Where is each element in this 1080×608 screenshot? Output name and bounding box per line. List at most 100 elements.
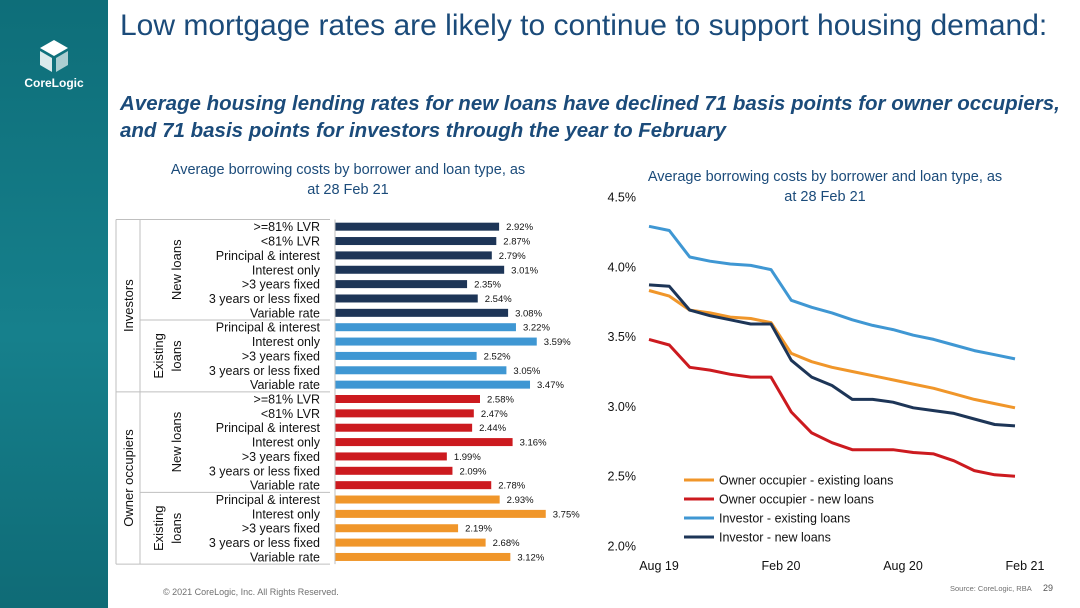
bar-data-label: 3.59% xyxy=(544,337,571,348)
bar xyxy=(335,294,478,303)
y-tick-label: 4.0% xyxy=(608,260,637,274)
bar-data-label: 2.09% xyxy=(459,466,486,477)
bar-data-label: 2.47% xyxy=(481,409,508,420)
bar-category-label: Principal & interest xyxy=(216,249,321,263)
bar-data-label: 3.05% xyxy=(513,366,540,377)
bar xyxy=(335,237,497,246)
bar-category-label: Variable rate xyxy=(250,479,320,493)
y-tick-label: 4.5% xyxy=(608,191,637,205)
copyright-footer: © 2021 CoreLogic, Inc. All Rights Reserv… xyxy=(163,587,339,597)
corelogic-logo: CoreLogic xyxy=(0,38,108,90)
y-tick-label: 3.0% xyxy=(608,400,637,414)
bar-data-label: 2.79% xyxy=(499,251,526,262)
bar-category-label: >=81% LVR xyxy=(254,220,320,234)
bar-category-label: >=81% LVR xyxy=(254,393,320,407)
bar-chart: >=81% LVR 2.92% <81% LVR 2.87% Principal & i… xyxy=(115,219,580,565)
series-line xyxy=(648,224,1016,361)
bar-data-label: 2.78% xyxy=(498,481,525,492)
bar-category-label: Principal & interest xyxy=(216,493,321,507)
bar xyxy=(335,495,500,504)
x-tick-label: Aug 19 xyxy=(639,559,679,573)
bar-category-label: Principal & interest xyxy=(216,321,321,335)
legend-label: Investor - new loans xyxy=(719,531,831,545)
bar-category-label: >3 years fixed xyxy=(242,349,320,363)
bar-category-label: 3 years or less fixed xyxy=(209,292,320,306)
series-line xyxy=(648,289,1016,410)
sidebar-band: CoreLogic xyxy=(0,0,108,608)
bar xyxy=(335,251,492,260)
bar-category-label: 3 years or less fixed xyxy=(209,464,320,478)
cube-logo-icon xyxy=(40,40,68,72)
bar-data-label: 2.92% xyxy=(506,222,533,233)
loan-type-label: loans xyxy=(169,340,184,372)
series-line xyxy=(648,283,1016,428)
bar-chart-title: Average borrowing costs by borrower and … xyxy=(170,162,526,198)
bar-data-label: 3.08% xyxy=(515,308,542,319)
source-note: Source: CoreLogic, RBA xyxy=(950,584,1032,593)
bar xyxy=(335,538,486,547)
loan-type-label: New loans xyxy=(169,239,184,300)
bar-category-label: Interest only xyxy=(252,335,321,349)
bar xyxy=(335,265,505,274)
logo-text: CoreLogic xyxy=(24,76,84,90)
bar-data-label: 2.52% xyxy=(484,351,511,362)
y-tick-label: 3.5% xyxy=(608,330,637,344)
borrower-label: Investors xyxy=(121,279,136,332)
bar xyxy=(335,280,468,289)
bar-category-label: >3 years fixed xyxy=(242,450,320,464)
slide-subtitle: Average housing lending rates for new lo… xyxy=(120,92,1060,142)
bar xyxy=(335,524,459,533)
bar xyxy=(335,552,511,561)
bar-data-label: 3.47% xyxy=(537,380,564,391)
loan-type-label: Existing xyxy=(151,505,166,551)
bar xyxy=(335,323,516,332)
bar xyxy=(335,222,500,231)
series-line xyxy=(648,337,1016,478)
bar-data-label: 2.58% xyxy=(487,395,514,406)
bar xyxy=(335,509,546,518)
bar-data-label: 2.68% xyxy=(493,538,520,549)
legend-label: Owner occupier - new loans xyxy=(719,493,874,507)
y-tick-label: 2.0% xyxy=(608,540,637,554)
loan-type-label: loans xyxy=(169,512,184,544)
loan-type-label: Existing xyxy=(151,333,166,379)
bar-category-label: Principal & interest xyxy=(216,421,321,435)
slide-title: Low mortgage rates are likely to continu… xyxy=(120,9,1048,42)
bar-data-label: 3.75% xyxy=(553,509,580,520)
bar xyxy=(335,409,474,418)
bar-data-label: 2.87% xyxy=(503,237,530,248)
bar xyxy=(335,308,509,317)
bar-category-label: Variable rate xyxy=(250,378,320,392)
bar xyxy=(335,380,531,389)
bar-data-label: 1.99% xyxy=(454,452,481,463)
bar-data-label: 2.54% xyxy=(485,294,512,305)
bar-category-label: <81% LVR xyxy=(261,407,320,421)
borrower-label: Owner occupiers xyxy=(121,429,136,527)
bar xyxy=(335,337,537,346)
legend-label: Investor - existing loans xyxy=(719,512,850,526)
x-tick-label: Feb 21 xyxy=(1006,559,1045,573)
loan-type-label: New loans xyxy=(169,411,184,472)
bar-data-label: 3.01% xyxy=(511,265,538,276)
line-chart-title: Average borrowing costs by borrower and … xyxy=(647,169,1003,205)
bar xyxy=(335,452,447,461)
bar xyxy=(335,466,453,475)
bar-category-label: Interest only xyxy=(252,507,321,521)
bar-category-label: >3 years fixed xyxy=(242,278,320,292)
bar-category-label: 3 years or less fixed xyxy=(209,364,320,378)
bar-data-label: 2.93% xyxy=(507,495,534,506)
bar-data-label: 3.12% xyxy=(517,552,544,563)
bar xyxy=(335,481,492,490)
bar-category-label: <81% LVR xyxy=(261,235,320,249)
x-tick-label: Feb 20 xyxy=(762,559,801,573)
bar xyxy=(335,351,477,360)
y-tick-label: 2.5% xyxy=(608,470,637,484)
bar-data-label: 2.19% xyxy=(465,524,492,535)
bar-category-label: Interest only xyxy=(252,263,321,277)
bar-category-label: >3 years fixed xyxy=(242,522,320,536)
bar-category-label: Variable rate xyxy=(250,306,320,320)
x-tick-label: Aug 20 xyxy=(883,559,923,573)
bar xyxy=(335,438,513,447)
bar-category-label: Interest only xyxy=(252,436,321,450)
